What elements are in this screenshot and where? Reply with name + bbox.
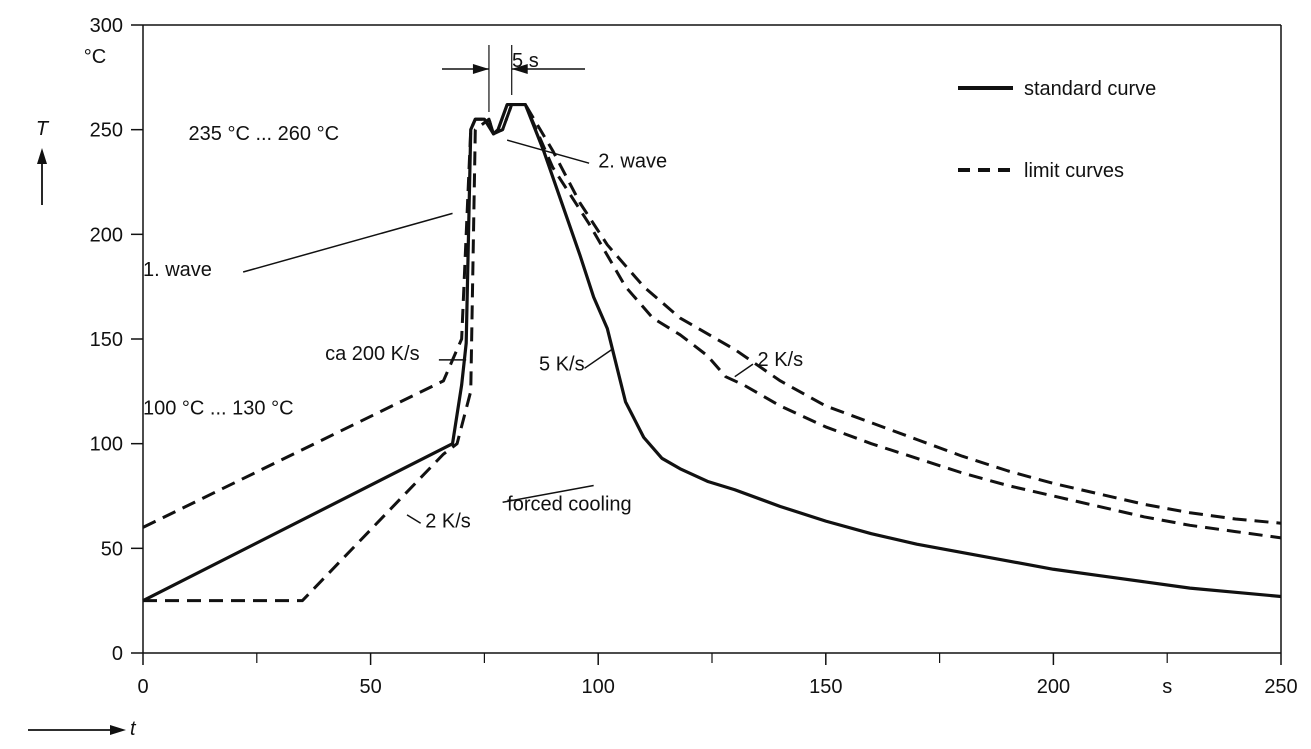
annotation-1st-wave: 1. wave [143,259,212,281]
x-tick-label: 200 [1037,676,1070,698]
annotation-forced-cooling: forced cooling [507,494,632,516]
legend-label-limit: limit curves [1024,160,1124,182]
annotation-5s: 5 s [512,50,539,72]
x-tick-label: 0 [137,676,148,698]
series-line-lower-limit [143,103,1282,603]
chart-series [142,102,1282,603]
y-ticks: 0 50 100 150 200 250 300 [90,15,143,665]
dim-arrow-left [472,64,489,74]
y-tick-label: 150 [90,329,123,351]
x-ticks: 0 50 100 150 200 250 [137,653,1298,698]
annotation-2ks-upper: 2 K/s [758,349,804,371]
chart-legend: standard curve limit curves [958,78,1156,182]
x-unit-label: s [1162,676,1172,698]
annotation-200ks: ca 200 K/s [325,343,420,365]
x-tick-label: 50 [359,676,381,698]
annotation-2ks-lower: 2 K/s [425,510,471,532]
x-axis-arrow-head [110,725,126,735]
annotation-preheat-range: 100 °C ... 130 °C [143,397,294,419]
leader-5ks [584,348,613,369]
y-tick-label: 50 [101,538,123,560]
y-tick-label: 250 [90,120,123,142]
leader-2nd-wave [506,139,590,164]
leader-2ks-upper [734,363,754,378]
x-axis-label: t [130,718,137,740]
y-axis-label: T [36,118,50,140]
series-line-upper-limit [142,103,1282,529]
y-tick-label: 100 [90,434,123,456]
y-tick-label: 300 [90,15,123,37]
chart-annotations: 5 s 235 °C ... 260 °C 2. wave 1. wave ca 200… [143,45,803,532]
annotation-2nd-wave: 2. wave [598,150,667,172]
x-tick-label: 100 [582,676,615,698]
annotation-peak-range: 235 °C ... 260 °C [189,123,340,145]
dim-arrow-right [511,64,528,74]
x-tick-label: 250 [1264,676,1297,698]
chart-axes [142,24,1282,654]
legend-label-standard: standard curve [1024,78,1156,100]
annotation-5ks: 5 K/s [539,353,585,375]
y-axis-arrow-head [37,148,47,164]
y-tick-label: 200 [90,224,123,246]
axis-labels: °C s Tt [28,46,1172,740]
x-tick-label: 150 [809,676,842,698]
leader-2ks-lower [406,514,422,524]
leader-1st-wave [242,212,453,273]
leader-forced-cooling [502,484,594,504]
y-tick-label: 0 [112,643,123,665]
y-unit-label: °C [84,46,106,68]
